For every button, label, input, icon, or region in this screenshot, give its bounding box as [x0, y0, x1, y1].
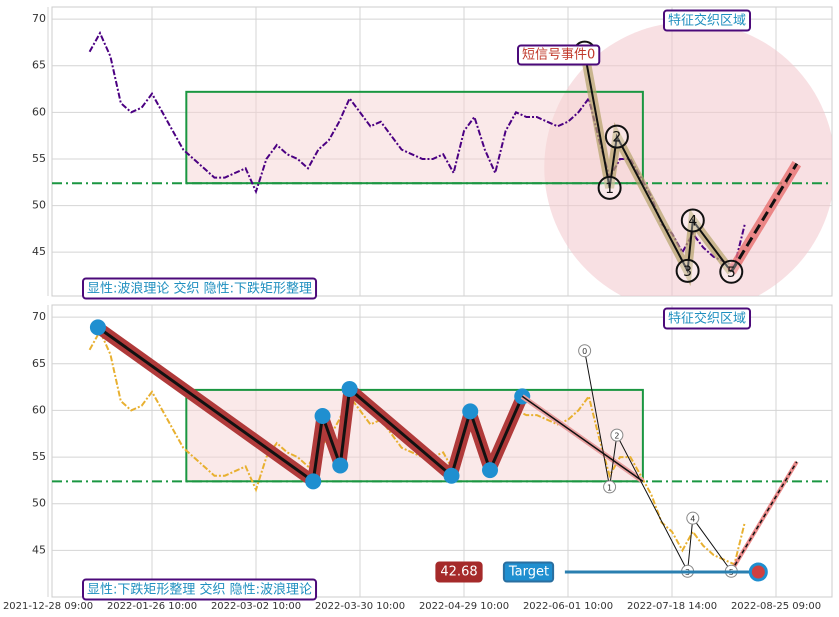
- y-tick-label: 55: [32, 450, 46, 463]
- y-tick-label: 65: [32, 357, 46, 370]
- zone-label: 特征交织区域: [668, 311, 746, 327]
- pattern-note: 显性:波浪理论 交织 隐性:下跌矩形整理: [87, 281, 312, 297]
- target-value: 42.68: [440, 564, 477, 579]
- wave-point: [604, 124, 629, 149]
- wave-label: 5: [727, 265, 736, 281]
- price-line: [88, 328, 746, 566]
- y-tick-label: 70: [32, 12, 46, 25]
- y-tick-label: 65: [32, 59, 46, 72]
- pattern-point: [305, 473, 322, 490]
- zone-label-box: [662, 307, 752, 330]
- wave-point: [719, 259, 744, 284]
- wave-label: 2: [612, 130, 621, 146]
- wave-line: [584, 350, 732, 573]
- wave-point: [610, 428, 624, 442]
- pattern-point: [443, 467, 460, 484]
- wave-point: [686, 511, 700, 525]
- x-tick-label: 2021-12-28 09:00: [3, 601, 93, 612]
- y-tick-label: 60: [32, 105, 46, 118]
- x-tick-label: 2022-08-25 09:00: [731, 601, 821, 612]
- wave-point: [680, 208, 705, 233]
- target-point: [748, 562, 768, 582]
- y-tick-label: 70: [32, 310, 46, 323]
- y-tick-label: 45: [32, 543, 46, 556]
- wave-point: [597, 175, 622, 200]
- x-tick-label: 2022-03-02 10:00: [211, 601, 301, 612]
- range-box: [185, 388, 644, 483]
- target-label: Target: [508, 564, 549, 579]
- signal-label: 短信号事件0: [522, 48, 595, 63]
- wave-label: 4: [688, 213, 697, 229]
- pattern-point: [482, 462, 498, 479]
- wave-label: 4: [690, 515, 695, 524]
- x-tick-label: 2022-04-29 10:00: [419, 601, 509, 612]
- projection-line: [729, 162, 799, 273]
- trend-line: [521, 395, 644, 482]
- pattern-note-box: [82, 277, 318, 300]
- zone-label: 特征交织区域: [668, 13, 746, 29]
- wave-label: 1: [607, 483, 612, 492]
- target-label-box: [502, 561, 555, 583]
- pattern-point: [462, 403, 479, 420]
- signal-label-box: [517, 44, 601, 66]
- y-tick-label: 45: [32, 245, 46, 258]
- y-tick-label: 60: [32, 403, 46, 416]
- wave-label: 2: [614, 432, 619, 441]
- x-tick-label: 2022-03-30 10:00: [315, 601, 405, 612]
- pattern-point: [341, 380, 358, 397]
- zone-label-box: [662, 9, 752, 32]
- wave-label: 0: [582, 347, 587, 356]
- wave-label: 1: [605, 181, 614, 197]
- pattern-note-box: [82, 578, 318, 601]
- pattern-point: [89, 319, 106, 336]
- projection-line: [730, 461, 798, 572]
- pattern-point: [314, 408, 331, 425]
- y-tick-label: 50: [32, 199, 46, 212]
- x-tick-label: 2022-01-26 10:00: [107, 601, 197, 612]
- wave-point: [603, 480, 617, 494]
- target-value-box: [435, 561, 483, 583]
- pattern-point: [332, 457, 349, 474]
- wave-point: [675, 258, 700, 283]
- wave-point: [578, 344, 592, 358]
- range-box: [185, 90, 644, 185]
- x-tick-label: 2022-07-18 14:00: [627, 601, 717, 612]
- price-line: [88, 30, 746, 268]
- x-tick-label: 2022-06-01 10:00: [523, 601, 613, 612]
- pattern-note: 显性:下跌矩形整理 交织 隐性:波浪理论: [87, 582, 312, 598]
- wave-label: 3: [683, 264, 692, 280]
- y-tick-label: 55: [32, 152, 46, 165]
- y-tick-label: 50: [32, 497, 46, 510]
